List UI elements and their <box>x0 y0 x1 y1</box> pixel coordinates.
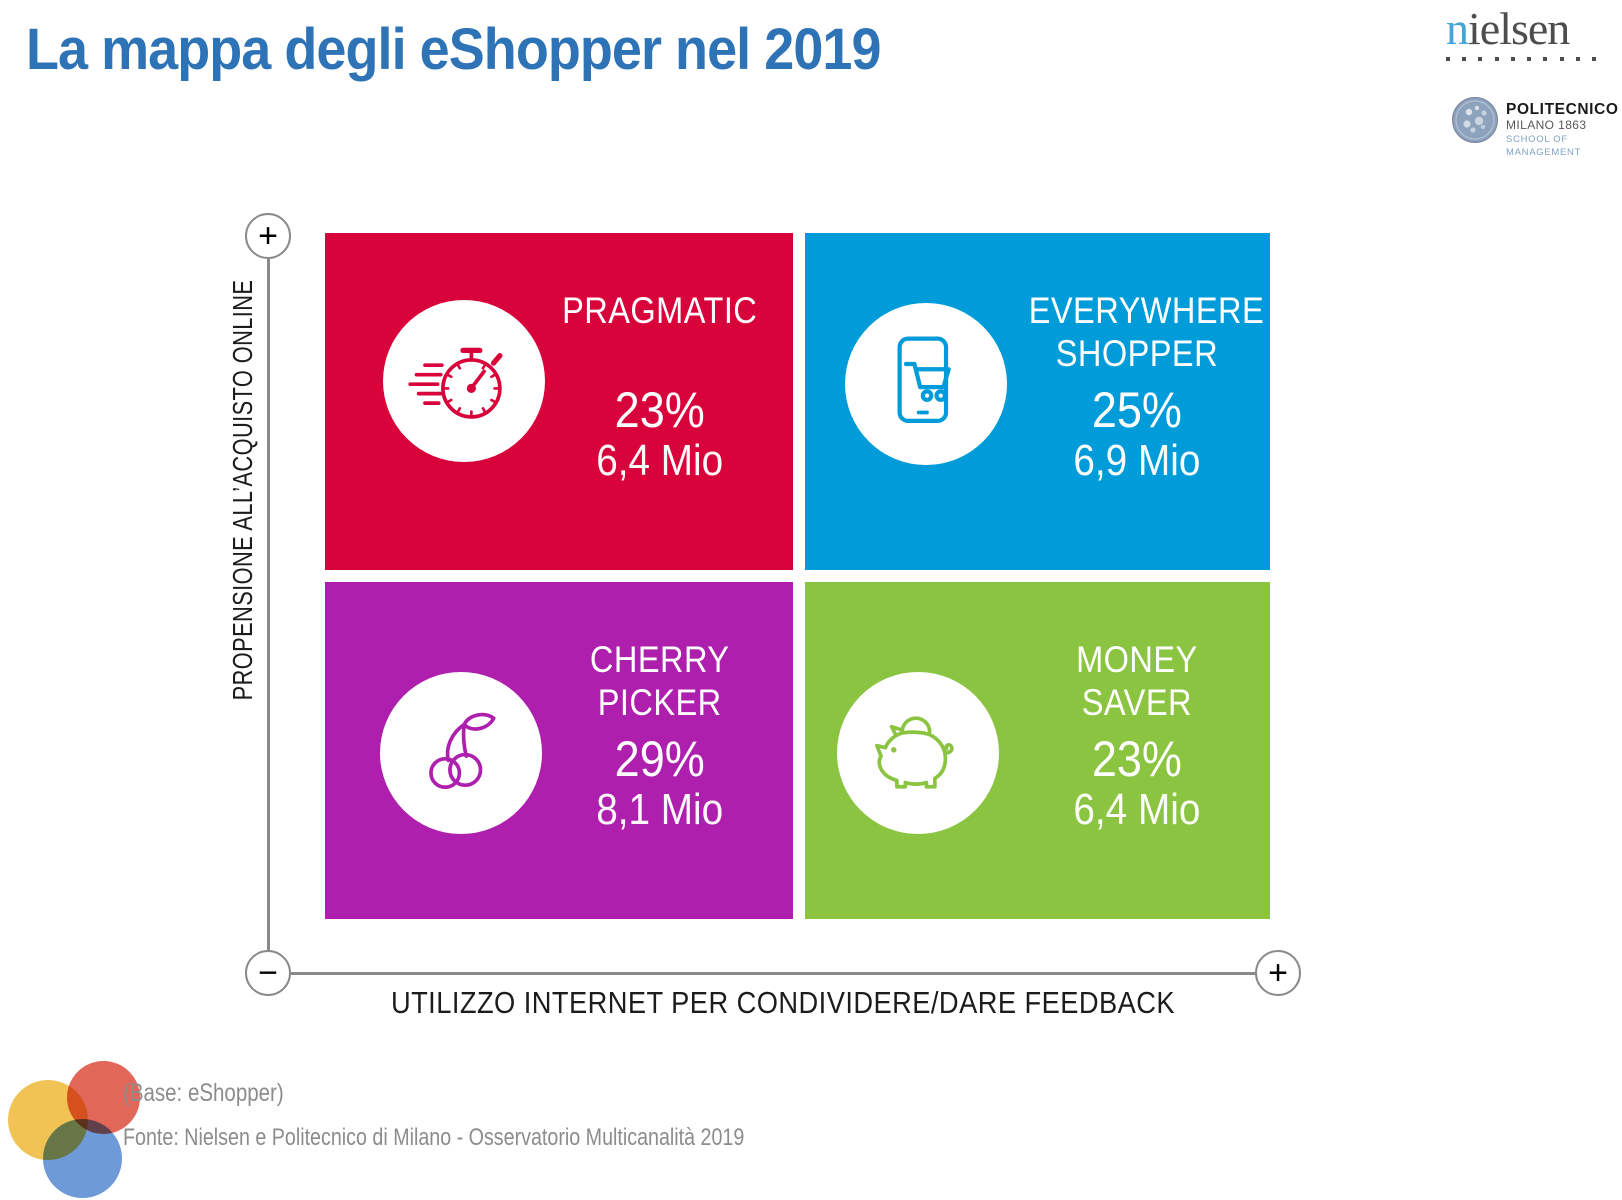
segment-share: 29% <box>614 731 705 787</box>
segment-size: 8,1 Mio <box>595 785 723 834</box>
money-icon-badge <box>837 672 999 834</box>
nielsen-wordmark-rest: ielsen <box>1468 3 1570 54</box>
y-axis-plus-marker: + <box>245 213 291 259</box>
stopwatch-icon <box>406 323 522 439</box>
segment-name: MONEY <box>1076 639 1198 680</box>
minus-icon: − <box>258 954 278 992</box>
nielsen-wordmark: nielsen <box>1446 6 1600 52</box>
segment-name-line2 <box>550 332 768 375</box>
segment-share: 23% <box>1092 731 1183 787</box>
politecnico-seal-icon <box>1451 96 1499 144</box>
segment-name-line2: SHOPPER <box>1055 333 1219 374</box>
osservatori-blue-circle <box>43 1119 122 1198</box>
quadrant-everywhere-shopper: EVERYWHERE SHOPPER 25% 6,9 Mio <box>805 233 1270 570</box>
quadrant-cherry-picker: CHERRY PICKER 29% 8,1 Mio <box>325 582 793 919</box>
x-axis-label: UTILIZZO INTERNET PER CONDIVIDERE/DARE F… <box>390 985 1176 1020</box>
x-axis-line <box>290 972 1256 975</box>
pragmatic-icon-badge <box>383 300 545 462</box>
nielsen-dots <box>1446 57 1596 61</box>
money-text: MONEY SAVER 23% 6,4 Mio <box>1014 638 1260 834</box>
pragmatic-text: PRAGMATIC 23% 6,4 Mio <box>536 289 783 485</box>
segment-name-line2: PICKER <box>597 682 722 723</box>
segment-name: PRAGMATIC <box>561 290 757 331</box>
segment-name-line2: SAVER <box>1082 682 1193 723</box>
politecnico-school: SCHOOL OF MANAGEMENT <box>1506 134 1582 158</box>
nielsen-wordmark-n: n <box>1446 3 1469 54</box>
y-axis-label: PROPENSIONE ALL’ACQUISTO ONLINE <box>227 279 258 701</box>
everywhere-text: EVERYWHERE SHOPPER 25% 6,9 Mio <box>1014 289 1265 485</box>
cherries-icon <box>403 695 519 811</box>
plus-icon: + <box>1268 954 1288 992</box>
piggy-bank-icon <box>860 695 976 811</box>
segment-share: 23% <box>614 382 705 438</box>
segment-size: 6,4 Mio <box>595 436 723 485</box>
origin-minus-marker: − <box>245 950 291 996</box>
y-axis-line <box>267 259 270 951</box>
x-axis-plus-marker: + <box>1255 950 1301 996</box>
segment-share: 25% <box>1092 382 1183 438</box>
segment-size: 6,4 Mio <box>1073 785 1201 834</box>
nielsen-logo: nielsen <box>1446 6 1600 61</box>
quadrant-pragmatic: PRAGMATIC 23% 6,4 Mio <box>325 233 793 570</box>
everywhere-icon-badge <box>845 303 1007 465</box>
slide-title: La mappa degli eShopper nel 2019 <box>26 17 881 82</box>
cherry-icon-badge <box>380 672 542 834</box>
quadrant-money-saver: MONEY SAVER 23% 6,4 Mio <box>805 582 1270 919</box>
cherry-text: CHERRY PICKER 29% 8,1 Mio <box>536 638 783 834</box>
politecnico-name: POLITECNICO <box>1506 101 1619 118</box>
segment-name: EVERYWHERE <box>1028 290 1265 331</box>
segment-size: 6,9 Mio <box>1073 436 1201 485</box>
base-note: (Base: eShopper) <box>123 1079 284 1107</box>
source-note: Fonte: Nielsen e Politecnico di Milano -… <box>123 1124 745 1151</box>
plus-icon: + <box>258 217 278 255</box>
politecnico-city-year: MILANO 1863 <box>1506 118 1587 132</box>
politecnico-logo: POLITECNICO MILANO 1863 SCHOOL OF MANAGE… <box>1451 96 1622 159</box>
smartphone-cart-icon <box>868 326 984 442</box>
segment-name: CHERRY <box>589 639 730 680</box>
